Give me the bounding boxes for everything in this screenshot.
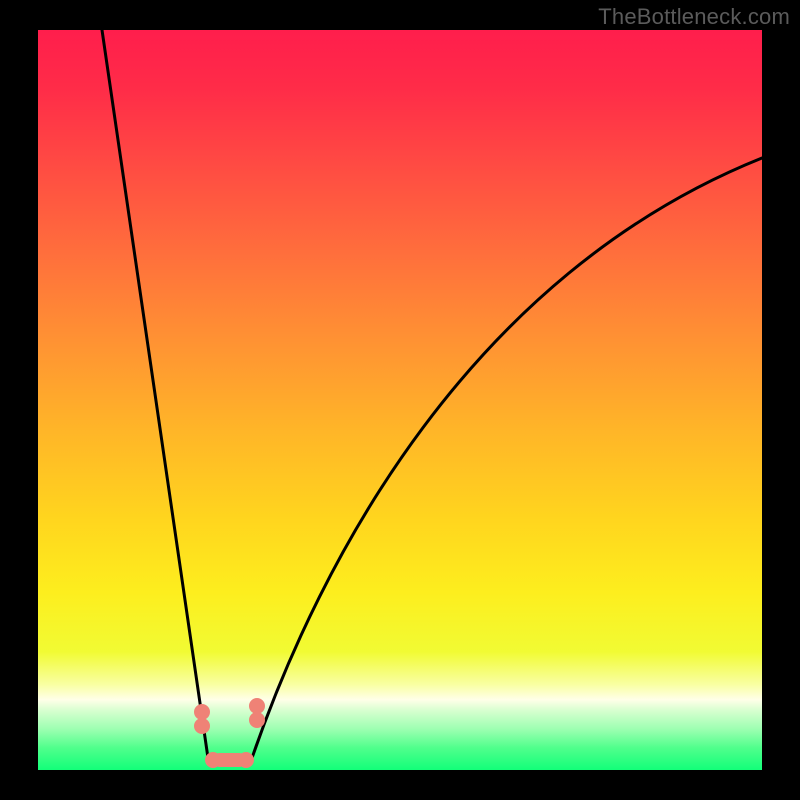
- watermark-text: TheBottleneck.com: [598, 4, 790, 30]
- plot-background: [38, 30, 762, 770]
- chart-container: { "watermark": { "text": "TheBottleneck.…: [0, 0, 800, 800]
- bottleneck-chart: [0, 0, 800, 800]
